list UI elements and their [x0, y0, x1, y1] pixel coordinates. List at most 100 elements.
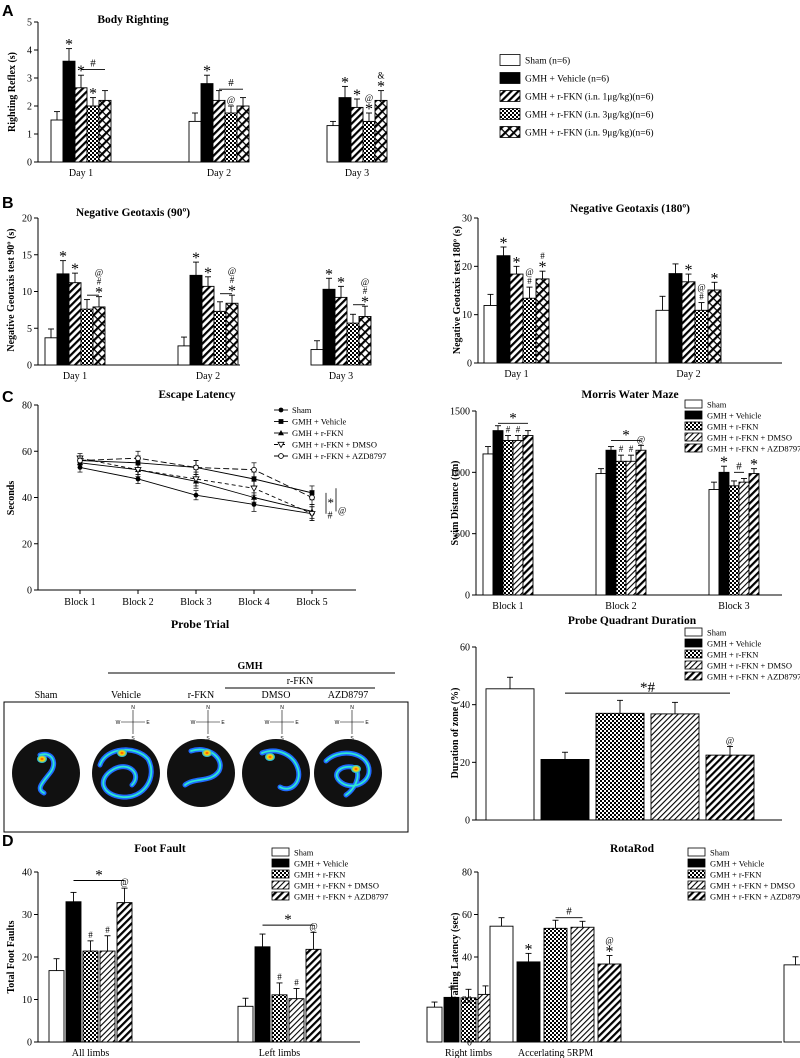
y-tick-label: 10: [22, 287, 32, 298]
y-tick-label: 20: [462, 995, 472, 1006]
bar: [492, 430, 504, 596]
compass-s: S: [350, 736, 354, 742]
bar: [655, 309, 670, 364]
bar: [50, 119, 64, 163]
compass-e: E: [221, 720, 225, 726]
x-tick-label: All limbs: [72, 1048, 110, 1058]
compass-n: N: [350, 705, 354, 711]
data-point: [192, 476, 200, 483]
significance-mark: *: [365, 101, 373, 118]
chart-title: Negative Geotaxis (90º): [76, 207, 190, 219]
bar: [512, 439, 524, 596]
bar: [98, 99, 112, 163]
legend-swatch: [499, 126, 521, 138]
significance-mark: #: [105, 925, 110, 935]
chart-negative-geotaxis-180: 0 10 20 30 Negative Geotaxis (180º) Negative …: [452, 203, 782, 380]
bar: [326, 125, 340, 163]
panel-letters: A B C D: [2, 3, 14, 850]
data-point: [77, 457, 83, 464]
bar: [62, 60, 76, 163]
chart-title: Morris Water Maze: [581, 389, 678, 401]
legend-swatch: [684, 421, 703, 431]
bar: [254, 946, 271, 1043]
bar: [56, 273, 70, 366]
significance-mark: *: [750, 457, 758, 474]
chart-title: RotaRod: [610, 843, 655, 855]
bar: [99, 950, 116, 1043]
significance-mark: *: [539, 259, 547, 276]
x-tick-label: Day 1: [69, 168, 93, 179]
data-point: [193, 492, 199, 498]
compass-w: W: [265, 720, 270, 726]
legend-label: GMH + Vehicle (n=6): [525, 74, 609, 85]
legend-swatch: [271, 891, 290, 901]
legend-marker: [277, 441, 285, 449]
legend-label: GMH + r-FKN: [294, 870, 345, 880]
bar: [65, 901, 82, 1043]
bar: [597, 963, 622, 1043]
bar: [350, 106, 364, 163]
y-tick-label: 0: [465, 591, 470, 602]
legend-label: GMH + r-FKN: [292, 428, 343, 438]
significance-mark: @: [697, 283, 705, 293]
chart-title: Foot Fault: [134, 843, 186, 855]
compass-w: W: [116, 720, 121, 726]
significance-mark: @: [605, 936, 613, 946]
legend-label: Sham: [710, 848, 730, 858]
legend-swatch: [684, 410, 703, 420]
bar: [496, 255, 511, 364]
legend-swatch: [499, 108, 521, 120]
bar: [543, 927, 568, 1043]
bar: [288, 998, 305, 1043]
significance-mark: *: [606, 944, 614, 961]
legend-marker: [278, 453, 284, 459]
probe-group-label: Sham: [35, 690, 58, 701]
y-tick-label: 1: [27, 130, 32, 141]
x-tick-label: Day 2: [676, 369, 700, 380]
legend-swatch: [684, 627, 703, 637]
significance-mark: #: [527, 276, 532, 286]
y-tick-label: 0: [465, 816, 470, 827]
bar: [605, 449, 617, 596]
swim-path-core: [99, 748, 153, 798]
bar: [694, 309, 709, 364]
significance-mark: @: [637, 434, 645, 444]
probe-group-label: AZD8797: [328, 690, 369, 701]
x-tick-label: Block 2: [122, 597, 153, 608]
chart-title: Body Righting: [97, 14, 169, 26]
significance-mark: *: [89, 86, 97, 103]
bar: [705, 754, 755, 821]
legend-label: GMH + r-FKN (i.n. 9μg/kg)(n=6): [525, 128, 654, 139]
bar: [615, 460, 627, 596]
bar: [516, 961, 541, 1043]
probe-heatmaps: [12, 739, 382, 807]
panel-letter-c: C: [2, 389, 14, 406]
x-tick-label: Block 1: [64, 597, 95, 608]
bar: [358, 316, 372, 366]
legend-label: GMH + r-FKN + AZD8797: [707, 444, 800, 454]
legend-swatch: [687, 858, 706, 868]
bar: [310, 349, 324, 366]
significance-mark: *: [228, 283, 236, 300]
bar: [708, 489, 720, 596]
bar: [489, 925, 514, 1043]
y-tick-label: 40: [22, 868, 32, 879]
bar: [681, 281, 696, 364]
x-tick-label: Day 1: [63, 371, 87, 382]
data-point: [250, 485, 258, 493]
bar: [237, 1005, 254, 1043]
bar: [483, 305, 498, 364]
legend-swatch: [687, 891, 706, 901]
legend-label: GMH + r-FKN + AZD8797: [707, 672, 800, 682]
legend-label: GMH + r-FKN: [707, 422, 758, 432]
bar: [201, 285, 215, 366]
chart-rotarod: 0 20 40 60 80 RotaRod Falling Latency (sec) Acc…: [450, 843, 800, 1058]
x-tick-label: Block 5: [296, 597, 327, 608]
y-tick-label: 5: [27, 18, 32, 29]
bar: [595, 712, 645, 821]
significance-mark: *: [377, 79, 385, 96]
annotation-label: #: [328, 510, 333, 521]
bar: [74, 87, 88, 163]
legend-swatch: [271, 880, 290, 890]
bar: [188, 120, 202, 163]
